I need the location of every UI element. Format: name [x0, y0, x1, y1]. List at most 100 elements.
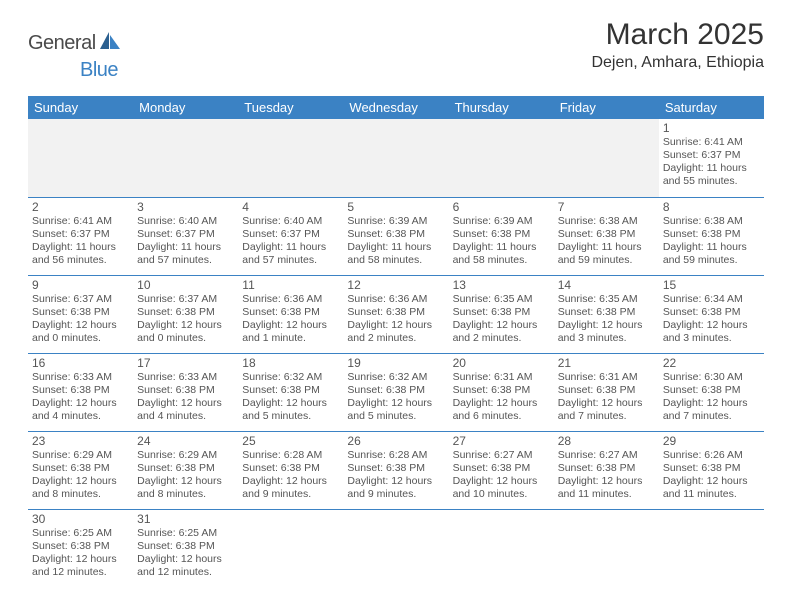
day-number: 9 — [32, 278, 129, 292]
day-number: 24 — [137, 434, 234, 448]
day-info: Sunrise: 6:37 AMSunset: 6:38 PMDaylight:… — [137, 293, 234, 346]
day-number: 18 — [242, 356, 339, 370]
day-number: 20 — [453, 356, 550, 370]
calendar-cell: 31Sunrise: 6:25 AMSunset: 6:38 PMDayligh… — [133, 509, 238, 587]
calendar-cell: 2Sunrise: 6:41 AMSunset: 6:37 PMDaylight… — [28, 197, 133, 275]
day-info: Sunrise: 6:33 AMSunset: 6:38 PMDaylight:… — [32, 371, 129, 424]
day-info: Sunrise: 6:35 AMSunset: 6:38 PMDaylight:… — [453, 293, 550, 346]
calendar-cell: 9Sunrise: 6:37 AMSunset: 6:38 PMDaylight… — [28, 275, 133, 353]
calendar-cell: 3Sunrise: 6:40 AMSunset: 6:37 PMDaylight… — [133, 197, 238, 275]
calendar-row: 16Sunrise: 6:33 AMSunset: 6:38 PMDayligh… — [28, 353, 764, 431]
day-info: Sunrise: 6:34 AMSunset: 6:38 PMDaylight:… — [663, 293, 760, 346]
calendar-row: 1Sunrise: 6:41 AMSunset: 6:37 PMDaylight… — [28, 119, 764, 197]
day-number: 27 — [453, 434, 550, 448]
weekday-header: Wednesday — [343, 96, 448, 119]
logo: General — [28, 18, 124, 55]
calendar-row: 9 Sunrise: 6:37 AMSunset: 6:38 PMDaylight… — [28, 275, 764, 353]
day-number: 31 — [137, 512, 234, 526]
day-number: 23 — [32, 434, 129, 448]
day-info: Sunrise: 6:29 AMSunset: 6:38 PMDaylight:… — [137, 449, 234, 502]
calendar-cell: 7Sunrise: 6:38 AMSunset: 6:38 PMDaylight… — [554, 197, 659, 275]
day-info: Sunrise: 6:39 AMSunset: 6:38 PMDaylight:… — [347, 215, 444, 268]
calendar-cell: 4Sunrise: 6:40 AMSunset: 6:37 PMDaylight… — [238, 197, 343, 275]
sail-icon — [100, 32, 122, 55]
title-block: March 2025 Dejen, Amhara, Ethiopia — [591, 18, 764, 76]
weekday-header: Saturday — [659, 96, 764, 119]
day-number: 21 — [558, 356, 655, 370]
day-info: Sunrise: 6:32 AMSunset: 6:38 PMDaylight:… — [242, 371, 339, 424]
day-info: Sunrise: 6:27 AMSunset: 6:38 PMDaylight:… — [453, 449, 550, 502]
location: Dejen, Amhara, Ethiopia — [591, 54, 764, 72]
calendar-cell: 19Sunrise: 6:32 AMSunset: 6:38 PMDayligh… — [343, 353, 448, 431]
calendar-cell — [449, 509, 554, 587]
day-info: Sunrise: 6:36 AMSunset: 6:38 PMDaylight:… — [242, 293, 339, 346]
day-number: 28 — [558, 434, 655, 448]
weekday-header-row: Sunday Monday Tuesday Wednesday Thursday… — [28, 96, 764, 119]
calendar-cell — [238, 509, 343, 587]
weekday-header: Tuesday — [238, 96, 343, 119]
calendar-cell: 14Sunrise: 6:35 AMSunset: 6:38 PMDayligh… — [554, 275, 659, 353]
calendar-cell: 24Sunrise: 6:29 AMSunset: 6:38 PMDayligh… — [133, 431, 238, 509]
weekday-header: Sunday — [28, 96, 133, 119]
day-number: 19 — [347, 356, 444, 370]
calendar-row: 2Sunrise: 6:41 AMSunset: 6:37 PMDaylight… — [28, 197, 764, 275]
day-info: Sunrise: 6:28 AMSunset: 6:38 PMDaylight:… — [347, 449, 444, 502]
calendar-cell: 8Sunrise: 6:38 AMSunset: 6:38 PMDaylight… — [659, 197, 764, 275]
calendar-cell: 29Sunrise: 6:26 AMSunset: 6:38 PMDayligh… — [659, 431, 764, 509]
weekday-header: Friday — [554, 96, 659, 119]
day-number: 25 — [242, 434, 339, 448]
day-info: Sunrise: 6:38 AMSunset: 6:38 PMDaylight:… — [558, 215, 655, 268]
day-info: Sunrise: 6:36 AMSunset: 6:38 PMDaylight:… — [347, 293, 444, 346]
day-number: 12 — [347, 278, 444, 292]
calendar-cell: 11Sunrise: 6:36 AMSunset: 6:38 PMDayligh… — [238, 275, 343, 353]
calendar-cell — [238, 119, 343, 197]
calendar-cell: 22Sunrise: 6:30 AMSunset: 6:38 PMDayligh… — [659, 353, 764, 431]
day-number: 13 — [453, 278, 550, 292]
calendar-cell: 23Sunrise: 6:29 AMSunset: 6:38 PMDayligh… — [28, 431, 133, 509]
day-info: Sunrise: 6:30 AMSunset: 6:38 PMDaylight:… — [663, 371, 760, 424]
calendar-table: Sunday Monday Tuesday Wednesday Thursday… — [28, 96, 764, 587]
calendar-page: General March 2025 Dejen, Amhara, Ethiop… — [0, 0, 792, 587]
calendar-cell: 28Sunrise: 6:27 AMSunset: 6:38 PMDayligh… — [554, 431, 659, 509]
calendar-row: 23 Sunrise: 6:29 AMSunset: 6:38 PMDayligh… — [28, 431, 764, 509]
day-info: Sunrise: 6:40 AMSunset: 6:37 PMDaylight:… — [137, 215, 234, 268]
day-number: 11 — [242, 278, 339, 292]
calendar-cell: 21Sunrise: 6:31 AMSunset: 6:38 PMDayligh… — [554, 353, 659, 431]
day-info: Sunrise: 6:39 AMSunset: 6:38 PMDaylight:… — [453, 215, 550, 268]
day-info: Sunrise: 6:32 AMSunset: 6:38 PMDaylight:… — [347, 371, 444, 424]
month-title: March 2025 — [591, 18, 764, 52]
day-number: 29 — [663, 434, 760, 448]
day-number: 6 — [453, 200, 550, 214]
calendar-cell: 16Sunrise: 6:33 AMSunset: 6:38 PMDayligh… — [28, 353, 133, 431]
calendar-cell — [449, 119, 554, 197]
calendar-cell: 6Sunrise: 6:39 AMSunset: 6:38 PMDaylight… — [449, 197, 554, 275]
day-info: Sunrise: 6:41 AMSunset: 6:37 PMDaylight:… — [32, 215, 129, 268]
calendar-cell: 1Sunrise: 6:41 AMSunset: 6:37 PMDaylight… — [659, 119, 764, 197]
calendar-cell: 5Sunrise: 6:39 AMSunset: 6:38 PMDaylight… — [343, 197, 448, 275]
calendar-cell: 15Sunrise: 6:34 AMSunset: 6:38 PMDayligh… — [659, 275, 764, 353]
calendar-cell: 18Sunrise: 6:32 AMSunset: 6:38 PMDayligh… — [238, 353, 343, 431]
calendar-cell: 17Sunrise: 6:33 AMSunset: 6:38 PMDayligh… — [133, 353, 238, 431]
calendar-cell: 25Sunrise: 6:28 AMSunset: 6:38 PMDayligh… — [238, 431, 343, 509]
calendar-cell: 27Sunrise: 6:27 AMSunset: 6:38 PMDayligh… — [449, 431, 554, 509]
day-number: 30 — [32, 512, 129, 526]
day-number: 7 — [558, 200, 655, 214]
weekday-header: Monday — [133, 96, 238, 119]
day-number: 26 — [347, 434, 444, 448]
day-info: Sunrise: 6:33 AMSunset: 6:38 PMDaylight:… — [137, 371, 234, 424]
day-info: Sunrise: 6:28 AMSunset: 6:38 PMDaylight:… — [242, 449, 339, 502]
calendar-cell: 20Sunrise: 6:31 AMSunset: 6:38 PMDayligh… — [449, 353, 554, 431]
calendar-cell: 13Sunrise: 6:35 AMSunset: 6:38 PMDayligh… — [449, 275, 554, 353]
day-info: Sunrise: 6:40 AMSunset: 6:37 PMDaylight:… — [242, 215, 339, 268]
calendar-cell: 26Sunrise: 6:28 AMSunset: 6:38 PMDayligh… — [343, 431, 448, 509]
day-info: Sunrise: 6:27 AMSunset: 6:38 PMDaylight:… — [558, 449, 655, 502]
day-number: 22 — [663, 356, 760, 370]
calendar-cell — [659, 509, 764, 587]
day-number: 2 — [32, 200, 129, 214]
day-info: Sunrise: 6:35 AMSunset: 6:38 PMDaylight:… — [558, 293, 655, 346]
day-number: 1 — [663, 121, 760, 135]
day-info: Sunrise: 6:31 AMSunset: 6:38 PMDaylight:… — [453, 371, 550, 424]
calendar-cell — [343, 119, 448, 197]
calendar-cell: 12Sunrise: 6:36 AMSunset: 6:38 PMDayligh… — [343, 275, 448, 353]
day-number: 17 — [137, 356, 234, 370]
